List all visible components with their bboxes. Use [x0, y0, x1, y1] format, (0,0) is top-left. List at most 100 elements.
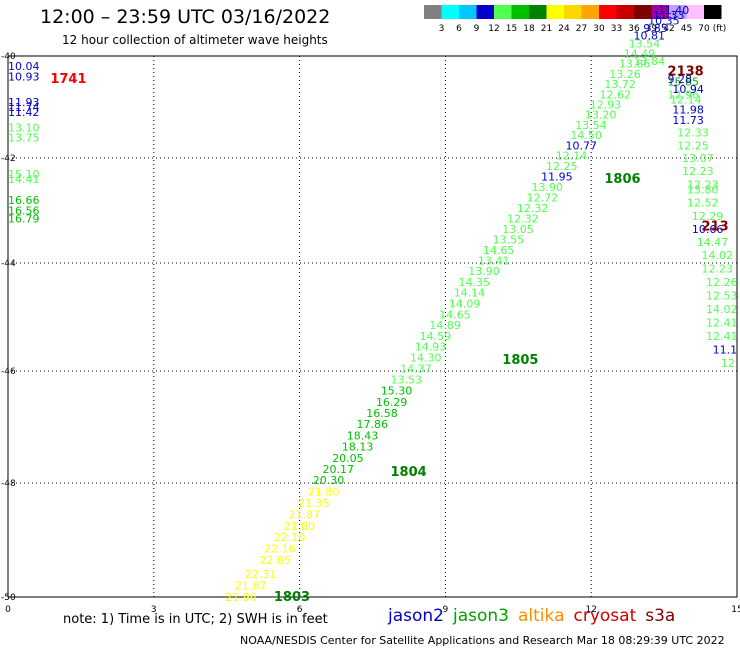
- swh-value: 10.77: [565, 139, 597, 152]
- swh-value: 12.29: [692, 210, 724, 223]
- swh-value: 16.58: [366, 407, 398, 420]
- swh-value: 13.84: [634, 55, 666, 68]
- swh-value: 12.32: [507, 212, 539, 225]
- swh-value: 11.1: [713, 343, 738, 356]
- swh-value: 20.30: [313, 474, 345, 487]
- scale-swatch: [599, 5, 617, 19]
- satellite-legend: jason2 jason3 altika cryosat s3a: [388, 606, 684, 626]
- swh-value: 10.35: [648, 14, 680, 27]
- y-tick-label: -44: [1, 259, 16, 269]
- swh-value: 14.89: [429, 319, 461, 332]
- swh-value: 11.42: [8, 106, 40, 119]
- swh-value: 11.93: [8, 96, 40, 109]
- swh-value: 12.72: [527, 191, 559, 204]
- swh-value: 13.86: [619, 58, 651, 71]
- swh-value: 10.81: [634, 30, 666, 43]
- swh-value: 10.04: [8, 60, 40, 73]
- swh-value: 14.50: [570, 129, 602, 142]
- swh-value: 14.02: [702, 249, 734, 262]
- swh-value: 13.41: [478, 254, 510, 267]
- swh-value: 21.96: [225, 591, 257, 604]
- swh-value: 22.10: [274, 531, 306, 544]
- swh-value: 13.20: [585, 109, 617, 122]
- swh-value: 21.80: [284, 520, 316, 533]
- swh-value: 12.41: [706, 316, 738, 329]
- chart-subtitle: 12 hour collection of altimeter wave hei…: [62, 33, 328, 47]
- scale-label: 27: [576, 24, 587, 34]
- scale-label: 45: [681, 24, 692, 34]
- swh-value: 13.90: [531, 181, 563, 194]
- swh-value: 10.94: [672, 83, 704, 96]
- scale-swatch: [669, 5, 687, 19]
- scale-swatch: [564, 5, 582, 19]
- swh-value: 13.75: [8, 132, 40, 145]
- scale-label: 42: [663, 24, 674, 34]
- swh-value: 13.54: [629, 37, 661, 50]
- swh-value: 11.98: [672, 104, 704, 117]
- swh-value: 20.17: [322, 463, 354, 476]
- swh-value: 9.85: [643, 22, 668, 35]
- swh-value: 12.25: [546, 160, 578, 173]
- satellite-altika: altika: [518, 606, 565, 626]
- swh-value: 15.85: [668, 76, 700, 89]
- x-tick-label: 15: [731, 605, 740, 615]
- swh-value: 13.55: [493, 233, 524, 246]
- scale-swatch: [634, 5, 652, 19]
- swh-value: 13.07: [682, 152, 714, 165]
- swh-value: 15.10: [8, 168, 40, 181]
- swh-value: 21.35: [298, 497, 330, 510]
- swh-value: 12.62: [600, 88, 632, 101]
- chart-title: 12:00 – 23:59 UTC 03/16/2022: [40, 6, 331, 28]
- track-id-label: 1741: [50, 72, 86, 87]
- x-tick-label: 12: [585, 605, 596, 615]
- swh-value: 14.30: [410, 352, 442, 365]
- swh-value: 21.87: [288, 508, 320, 521]
- swh-value: 13.10: [8, 121, 40, 134]
- scale-label: 15: [506, 24, 517, 34]
- scale-label: 24: [558, 24, 570, 34]
- track-id-label: 1806: [604, 172, 640, 187]
- swh-value: 12.25: [677, 139, 709, 152]
- satellite-jason2: jason2: [388, 606, 444, 626]
- swh-value: 14.35: [459, 276, 491, 289]
- swh-value: 18.43: [347, 429, 379, 442]
- swh-value: 12.93: [590, 98, 622, 111]
- swh-value: 12: [721, 357, 735, 370]
- y-tick-label: -50: [1, 593, 16, 603]
- x-tick-label: 3: [151, 605, 157, 615]
- swh-value: 11.40: [658, 4, 690, 17]
- swh-value: 14.47: [697, 236, 729, 249]
- scale-swatch: [581, 5, 599, 19]
- scale-label: 30: [593, 24, 605, 34]
- scale-label: 12: [488, 24, 499, 34]
- swh-value: 12.41: [706, 330, 738, 343]
- swh-value: 12.23: [682, 165, 714, 178]
- scale-label: 18: [523, 24, 535, 34]
- swh-value: 16.56: [8, 205, 40, 218]
- scale-swatch: [686, 5, 704, 19]
- swh-value: 14.09: [449, 298, 481, 311]
- swh-value: 13.72: [604, 78, 636, 91]
- y-tick-label: -46: [1, 367, 16, 377]
- scale-label: 3: [439, 24, 445, 34]
- scale-label: 21: [541, 24, 552, 34]
- swh-value: 11.74: [8, 101, 40, 114]
- swh-value: 13.53: [391, 373, 423, 386]
- swh-value: 12.23: [702, 262, 734, 275]
- swh-value: 11.73: [672, 114, 704, 127]
- swh-value: 12.53: [706, 289, 738, 302]
- scale-label: 9: [474, 24, 480, 34]
- scale-swatch: [529, 5, 547, 19]
- swh-value: 12.33: [677, 127, 709, 140]
- swh-value: 21.80: [308, 486, 340, 499]
- track-id-label: 1805: [502, 353, 538, 368]
- y-tick-label: -42: [1, 154, 16, 164]
- scale-label: 6: [456, 24, 462, 34]
- scale-swatch: [651, 5, 669, 19]
- footer-note: note: 1) Time is in UTC; 2) SWH is in fe…: [63, 612, 328, 627]
- swh-value: 13.26: [609, 68, 641, 81]
- scale-swatch: [441, 5, 459, 19]
- scale-swatch: [546, 5, 564, 19]
- satellite-s3a: s3a: [645, 606, 676, 626]
